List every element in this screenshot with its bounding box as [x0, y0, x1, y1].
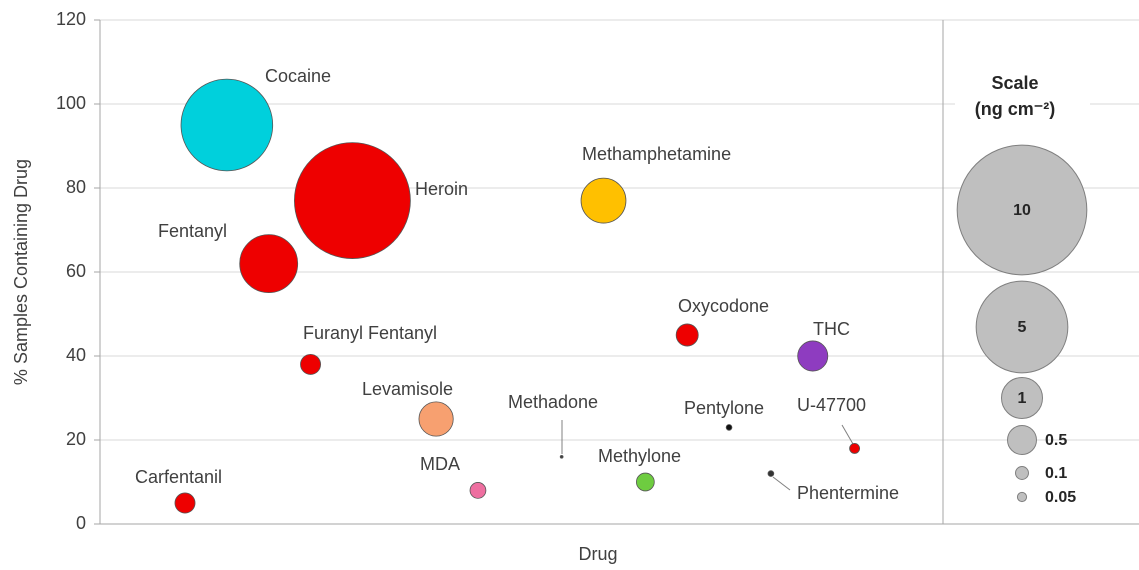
y-tick-label: 80	[66, 177, 86, 197]
bubble-label: U-47700	[797, 395, 866, 415]
scale-label: 0.05	[1045, 489, 1076, 506]
y-tick-label: 100	[56, 93, 86, 113]
scale-bubble	[1015, 466, 1029, 480]
scale-label: 1	[1018, 390, 1027, 407]
bubble-label: Oxycodone	[678, 296, 769, 316]
leader-line	[772, 476, 791, 491]
bubble	[725, 424, 733, 431]
bubble	[559, 454, 564, 459]
bubble	[239, 234, 299, 293]
bubble-label: Methadone	[508, 392, 598, 412]
bubble-label: Heroin	[415, 179, 468, 199]
y-tick-label: 40	[66, 345, 86, 365]
bubble	[797, 340, 829, 372]
scale-bubble	[1007, 425, 1037, 455]
bubble-label: Phentermine	[797, 483, 899, 503]
bubble	[174, 492, 196, 514]
bubble	[580, 177, 627, 224]
y-tick-label: 0	[76, 513, 86, 533]
bubble-label: THC	[813, 319, 850, 339]
bubble-label: Methamphetamine	[582, 144, 731, 164]
y-axis-label: % Samples Containing Drug	[11, 159, 31, 385]
scale-label: 10	[1013, 202, 1031, 219]
scale-bubble	[975, 280, 1069, 374]
legend-title-background	[955, 65, 1090, 135]
bubble	[675, 323, 699, 347]
x-axis-label: Drug	[578, 544, 617, 564]
bubble	[469, 482, 487, 499]
bubble	[180, 78, 274, 172]
bubble-label: Fentanyl	[158, 221, 227, 241]
bubble-label: MDA	[420, 454, 460, 474]
bubble-label: Pentylone	[684, 398, 764, 418]
y-tick-label: 20	[66, 429, 86, 449]
y-tick-label: 60	[66, 261, 86, 281]
scale-bubble	[956, 144, 1088, 276]
bubble	[849, 442, 861, 454]
bubble	[636, 472, 655, 492]
bubble	[294, 142, 411, 259]
bubble	[300, 353, 321, 375]
scale-bubble	[1001, 377, 1043, 419]
scale-label: 5	[1018, 319, 1027, 336]
scale-label: 0.1	[1045, 465, 1067, 482]
size-legend-title: Scale	[991, 73, 1038, 93]
scale-bubble	[1016, 491, 1028, 503]
y-tick-label: 120	[56, 9, 86, 29]
bubble-label: Carfentanil	[135, 467, 222, 487]
bubble-label: Levamisole	[362, 379, 453, 399]
bubble-label: Cocaine	[265, 66, 331, 86]
bubble-label: Methylone	[598, 446, 681, 466]
bubble	[767, 470, 775, 477]
bubble-label: Furanyl Fentanyl	[303, 323, 437, 343]
scale-label: 0.5	[1045, 432, 1067, 449]
bubble	[418, 401, 454, 437]
leader-line	[841, 424, 854, 445]
size-legend-unit: (ng cm⁻²)	[975, 99, 1056, 119]
